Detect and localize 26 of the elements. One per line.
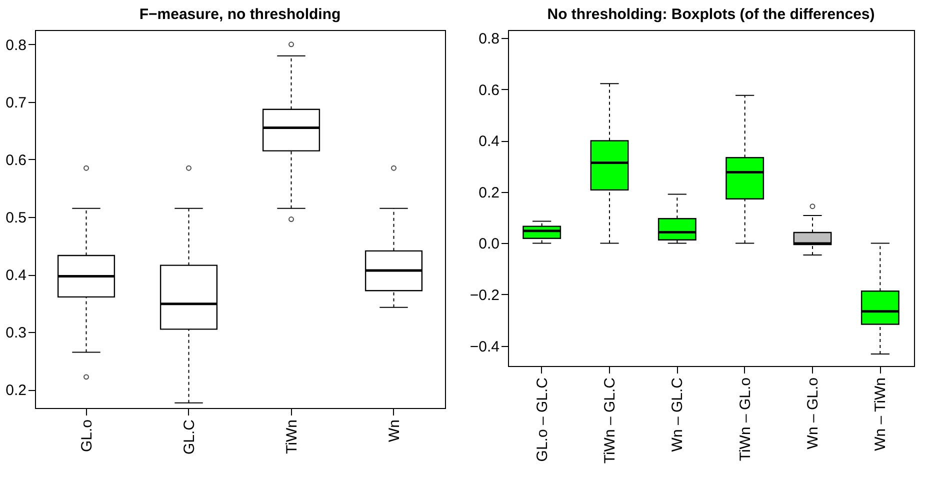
x-tick-label: GL.o [78, 420, 96, 452]
y-tick-label: 0.4 [478, 133, 500, 150]
y-tick-label: −0.2 [470, 286, 500, 304]
chart-title: No thresholding: Boxplots (of the differences) [547, 6, 875, 23]
x-tick-label: GL.C [180, 419, 198, 455]
chart-title: F−measure, no thresholding [139, 6, 341, 23]
y-tick-label: −0.4 [470, 338, 500, 356]
y-tick-label: 0.6 [6, 152, 26, 169]
x-tick-label: GL.o – GL.C [534, 377, 551, 462]
x-tick-label: Wn – GL.o [804, 378, 822, 450]
x-tick-label: TiWn – GL.o [736, 378, 754, 462]
x-tick-label: Wn [386, 420, 403, 442]
y-tick-label: 0.6 [478, 82, 500, 99]
y-tick-label: 0.4 [6, 267, 26, 284]
x-tick-label: TiWn – GL.C [602, 377, 618, 464]
y-tick-label: 0.3 [6, 324, 26, 342]
y-tick-label: 0.0 [478, 236, 500, 253]
y-tick-label: 0.5 [6, 209, 26, 226]
x-tick-label: Wn – GL.C [669, 377, 686, 452]
y-tick-label: 0.7 [6, 94, 26, 112]
x-tick-label: TiWn [283, 420, 300, 454]
y-tick-label: 0.2 [6, 382, 26, 400]
y-tick-label: 0.2 [478, 184, 500, 202]
y-tick-label: 0.8 [478, 30, 500, 48]
x-tick-label: Wn – TiWn [872, 378, 890, 451]
y-tick-label: 0.8 [6, 36, 26, 54]
